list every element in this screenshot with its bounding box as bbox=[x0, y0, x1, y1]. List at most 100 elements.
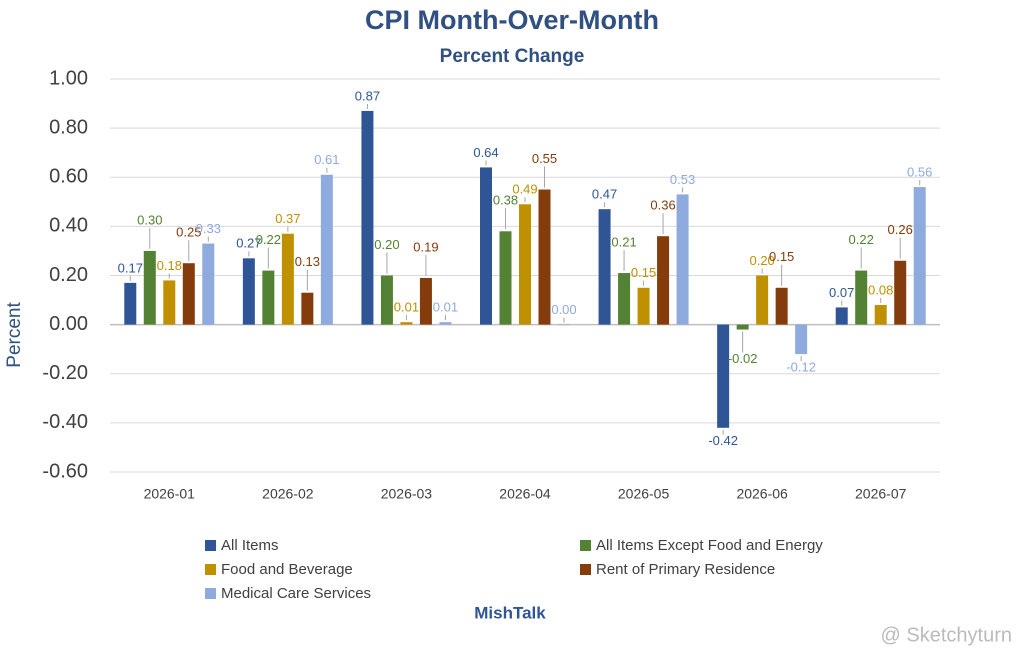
data-label: 0.33 bbox=[196, 221, 221, 236]
bar bbox=[913, 187, 926, 325]
y-tick-label: 0.00 bbox=[49, 313, 88, 335]
bar bbox=[499, 231, 512, 325]
legend-label: All Items Except Food and Energy bbox=[596, 537, 823, 554]
data-label: 0.20 bbox=[374, 237, 399, 252]
x-tick-label: 2026-06 bbox=[736, 486, 788, 502]
bar bbox=[538, 189, 551, 325]
watermark: @ Sketchyturn bbox=[881, 624, 1012, 646]
data-label: 0.15 bbox=[769, 249, 794, 264]
bar bbox=[855, 270, 868, 325]
data-label: 0.00 bbox=[551, 302, 576, 317]
legend-label: Medical Care Services bbox=[221, 585, 371, 602]
legend-swatch bbox=[580, 540, 591, 551]
y-tick-label: -0.60 bbox=[42, 460, 88, 482]
data-label: 0.07 bbox=[829, 285, 854, 300]
legend-swatch bbox=[205, 540, 216, 551]
bar bbox=[281, 233, 294, 325]
bar bbox=[380, 275, 393, 325]
data-label: 0.17 bbox=[118, 260, 143, 275]
bar bbox=[320, 174, 333, 325]
data-label: 0.87 bbox=[355, 88, 380, 103]
bar bbox=[835, 307, 848, 325]
data-label: 0.38 bbox=[493, 193, 518, 208]
bar bbox=[419, 277, 432, 325]
x-tick-label: 2026-03 bbox=[381, 486, 433, 502]
bar bbox=[736, 324, 749, 330]
y-tick-label: 0.60 bbox=[49, 166, 88, 188]
bar bbox=[717, 324, 730, 428]
data-label: 0.61 bbox=[314, 152, 339, 167]
bar bbox=[124, 282, 137, 325]
x-tick-label: 2026-02 bbox=[262, 486, 314, 502]
y-tick-label: 1.00 bbox=[49, 67, 88, 89]
data-label: 0.27 bbox=[236, 236, 261, 251]
y-tick-label: 0.20 bbox=[49, 264, 88, 286]
x-tick-label: 2026-05 bbox=[618, 486, 670, 502]
bar bbox=[637, 287, 650, 325]
bar bbox=[756, 275, 769, 325]
data-label: 0.26 bbox=[888, 222, 913, 237]
bar bbox=[163, 280, 176, 325]
bar bbox=[400, 322, 413, 325]
data-label: 0.49 bbox=[512, 182, 537, 197]
bar bbox=[558, 324, 570, 326]
bar bbox=[143, 250, 156, 325]
bar bbox=[480, 167, 492, 325]
data-label: 0.19 bbox=[413, 239, 438, 254]
y-tick-label: 0.40 bbox=[49, 215, 88, 237]
bar bbox=[894, 260, 907, 325]
source: MishTalk bbox=[474, 603, 546, 622]
data-label: 0.15 bbox=[631, 265, 656, 280]
bar bbox=[775, 287, 788, 325]
y-tick-label: 0.80 bbox=[49, 116, 88, 138]
bar bbox=[598, 209, 611, 325]
x-tick-label: 2026-04 bbox=[499, 486, 551, 502]
bar bbox=[439, 322, 452, 325]
bar bbox=[301, 292, 314, 325]
data-label: 0.36 bbox=[650, 198, 675, 213]
data-label: 0.55 bbox=[532, 151, 557, 166]
data-label: 0.21 bbox=[611, 234, 636, 249]
data-label: 0.01 bbox=[433, 300, 458, 315]
data-label: 0.18 bbox=[157, 258, 182, 273]
bar bbox=[874, 304, 887, 325]
bar bbox=[361, 110, 374, 325]
legend-label: Rent of Primary Residence bbox=[596, 561, 775, 578]
bar bbox=[795, 324, 808, 355]
y-axis-label: Percent bbox=[4, 302, 25, 368]
data-label: 0.13 bbox=[295, 254, 320, 269]
data-label: 0.64 bbox=[473, 145, 498, 160]
bar bbox=[262, 270, 275, 325]
data-label: -0.42 bbox=[708, 433, 738, 448]
legend-swatch bbox=[205, 564, 216, 575]
data-label: 0.30 bbox=[137, 212, 162, 227]
legend-label: All Items bbox=[221, 537, 279, 554]
legend-swatch bbox=[580, 564, 591, 575]
x-tick-label: 2026-07 bbox=[855, 486, 907, 502]
data-label: 0.22 bbox=[849, 232, 874, 247]
data-label: 0.56 bbox=[907, 165, 932, 180]
chart-title: CPI Month-Over-Month bbox=[365, 5, 659, 35]
legend-swatch bbox=[205, 588, 216, 599]
bar bbox=[676, 194, 689, 325]
data-label: 0.01 bbox=[394, 300, 419, 315]
y-tick-label: -0.40 bbox=[42, 411, 88, 433]
bar bbox=[657, 236, 670, 325]
legend-label: Food and Beverage bbox=[221, 561, 353, 578]
data-label: 0.20 bbox=[749, 253, 774, 268]
data-label: 0.53 bbox=[670, 172, 695, 187]
data-label: 0.47 bbox=[592, 187, 617, 202]
data-label: 0.08 bbox=[868, 282, 893, 297]
data-label: 0.22 bbox=[256, 232, 281, 247]
data-label: -0.02 bbox=[728, 351, 758, 366]
chart-subtitle: Percent Change bbox=[440, 46, 585, 67]
bar bbox=[618, 273, 631, 325]
bar bbox=[242, 258, 255, 325]
data-label: 0.25 bbox=[176, 225, 201, 240]
x-tick-label: 2026-01 bbox=[144, 486, 196, 502]
bar bbox=[182, 263, 195, 325]
bar bbox=[519, 204, 531, 325]
bar bbox=[202, 243, 215, 325]
y-tick-label: -0.20 bbox=[42, 362, 88, 384]
